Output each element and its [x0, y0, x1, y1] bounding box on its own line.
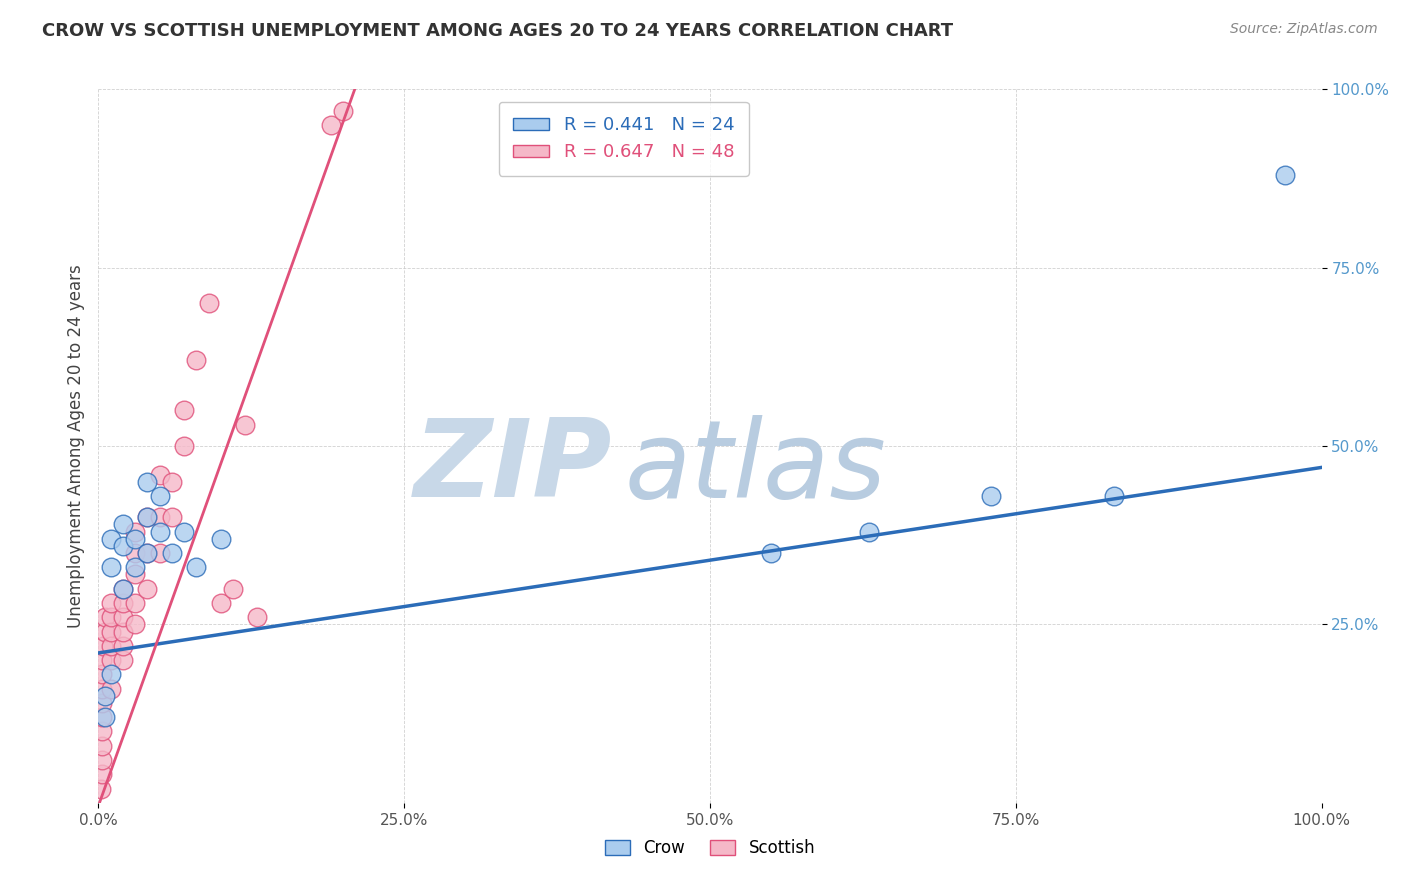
Text: CROW VS SCOTTISH UNEMPLOYMENT AMONG AGES 20 TO 24 YEARS CORRELATION CHART: CROW VS SCOTTISH UNEMPLOYMENT AMONG AGES…: [42, 22, 953, 40]
Point: [186, 560, 208, 574]
Point: [173, 524, 195, 539]
Text: Source: ZipAtlas.com: Source: ZipAtlas.com: [1230, 22, 1378, 37]
Point: [111, 624, 134, 639]
Point: [111, 582, 134, 596]
Point: [100, 681, 122, 696]
Point: [858, 524, 880, 539]
Point: [100, 639, 122, 653]
Point: [91, 767, 114, 781]
Point: [93, 610, 115, 624]
Point: [100, 653, 122, 667]
Point: [91, 681, 114, 696]
Point: [149, 489, 172, 503]
Point: [100, 610, 122, 624]
Point: [761, 546, 783, 560]
Legend: Crow, Scottish: Crow, Scottish: [596, 831, 824, 866]
Point: [91, 696, 114, 710]
Point: [90, 781, 112, 796]
Point: [91, 724, 114, 739]
Point: [124, 560, 146, 574]
Point: [91, 753, 114, 767]
Point: [980, 489, 1002, 503]
Point: [111, 517, 134, 532]
Point: [160, 546, 183, 560]
Point: [91, 667, 114, 681]
Point: [111, 582, 134, 596]
Point: [209, 596, 232, 610]
Point: [93, 710, 115, 724]
Point: [111, 596, 134, 610]
Point: [136, 546, 159, 560]
Point: [124, 617, 146, 632]
Point: [111, 653, 134, 667]
Point: [124, 546, 146, 560]
Point: [233, 417, 256, 432]
Point: [124, 596, 146, 610]
Point: [111, 539, 134, 553]
Point: [149, 524, 172, 539]
Point: [246, 610, 269, 624]
Point: [1274, 168, 1296, 182]
Y-axis label: Unemployment Among Ages 20 to 24 years: Unemployment Among Ages 20 to 24 years: [66, 264, 84, 628]
Point: [136, 475, 159, 489]
Point: [100, 667, 122, 681]
Point: [209, 532, 232, 546]
Point: [124, 567, 146, 582]
Point: [136, 510, 159, 524]
Text: atlas: atlas: [624, 415, 886, 520]
Point: [100, 560, 122, 574]
Point: [160, 475, 183, 489]
Point: [100, 532, 122, 546]
Text: ZIP: ZIP: [413, 415, 612, 520]
Point: [111, 610, 134, 624]
Point: [124, 524, 146, 539]
Point: [93, 689, 115, 703]
Point: [160, 510, 183, 524]
Point: [149, 510, 172, 524]
Point: [91, 710, 114, 724]
Point: [100, 624, 122, 639]
Point: [319, 118, 342, 132]
Point: [1102, 489, 1125, 503]
Point: [124, 532, 146, 546]
Point: [111, 639, 134, 653]
Point: [173, 439, 195, 453]
Point: [91, 653, 114, 667]
Point: [93, 624, 115, 639]
Point: [100, 596, 122, 610]
Point: [136, 510, 159, 524]
Point: [173, 403, 195, 417]
Point: [186, 353, 208, 368]
Point: [149, 546, 172, 560]
Point: [332, 103, 354, 118]
Point: [91, 639, 114, 653]
Point: [136, 582, 159, 596]
Point: [149, 467, 172, 482]
Point: [136, 546, 159, 560]
Point: [91, 739, 114, 753]
Point: [222, 582, 245, 596]
Point: [197, 296, 219, 310]
